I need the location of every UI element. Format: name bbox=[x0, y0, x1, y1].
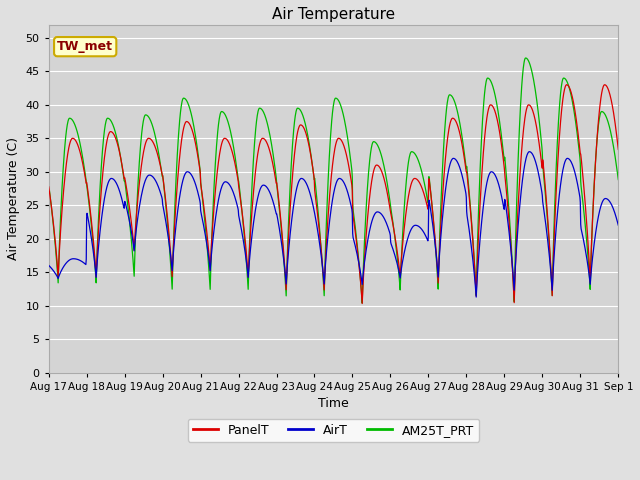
X-axis label: Time: Time bbox=[318, 397, 349, 410]
Line: AirT: AirT bbox=[49, 152, 618, 297]
PanelT bbox=[236, 186, 243, 192]
AM25T_PRT bbox=[358, 300, 366, 306]
AM25T_PRT bbox=[422, 191, 430, 196]
Y-axis label: Air Temperature (C): Air Temperature (C) bbox=[7, 137, 20, 260]
AirT bbox=[172, 229, 179, 235]
Text: TW_met: TW_met bbox=[57, 40, 113, 53]
Line: PanelT: PanelT bbox=[49, 85, 618, 303]
PanelT bbox=[547, 268, 555, 274]
AM25T_PRT bbox=[157, 168, 165, 174]
PanelT bbox=[172, 210, 179, 216]
PanelT bbox=[358, 300, 366, 306]
Title: Air Temperature: Air Temperature bbox=[272, 7, 395, 22]
AirT bbox=[548, 276, 556, 282]
PanelT bbox=[157, 168, 165, 174]
AirT bbox=[526, 149, 534, 155]
AirT bbox=[422, 233, 429, 239]
Legend: PanelT, AirT, AM25T_PRT: PanelT, AirT, AM25T_PRT bbox=[188, 419, 479, 442]
AM25T_PRT bbox=[548, 277, 556, 283]
AirT bbox=[45, 263, 52, 268]
AM25T_PRT bbox=[45, 182, 52, 188]
AM25T_PRT bbox=[614, 177, 622, 182]
AirT bbox=[497, 190, 504, 195]
PanelT bbox=[497, 137, 504, 143]
PanelT bbox=[422, 200, 430, 205]
AirT bbox=[157, 193, 165, 199]
AirT bbox=[472, 294, 480, 300]
PanelT bbox=[601, 82, 609, 88]
AirT bbox=[236, 215, 243, 220]
AirT bbox=[614, 222, 622, 228]
AM25T_PRT bbox=[522, 55, 529, 61]
Line: AM25T_PRT: AM25T_PRT bbox=[49, 58, 618, 303]
AM25T_PRT bbox=[497, 127, 504, 133]
PanelT bbox=[614, 146, 622, 152]
AM25T_PRT bbox=[236, 181, 243, 187]
PanelT bbox=[45, 184, 52, 190]
AM25T_PRT bbox=[172, 192, 179, 198]
